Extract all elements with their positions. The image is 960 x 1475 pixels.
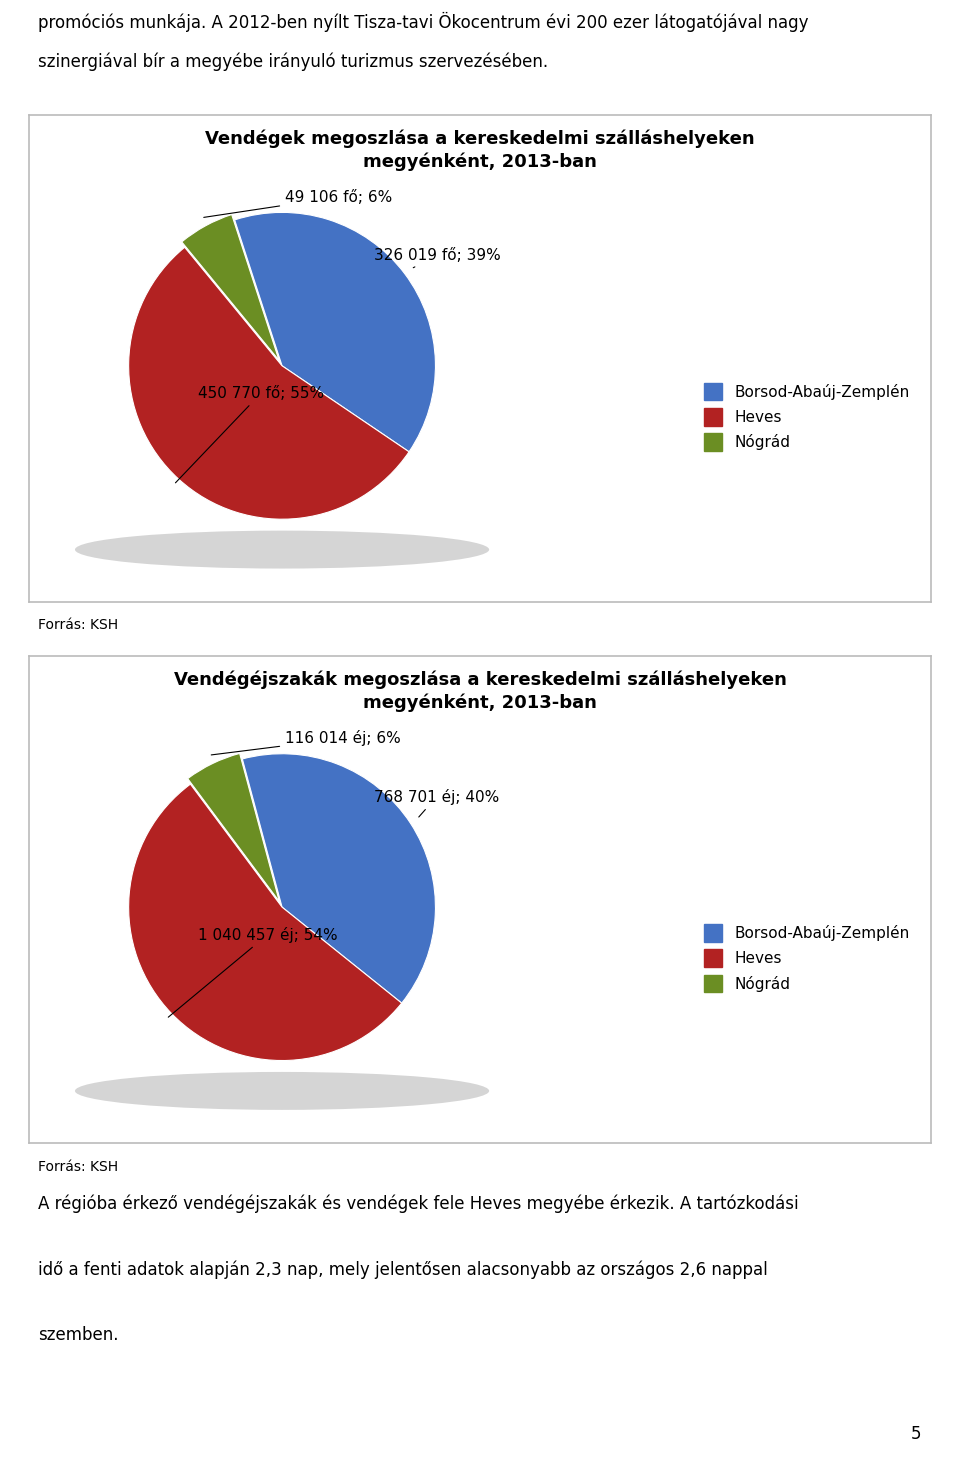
Wedge shape bbox=[181, 214, 279, 360]
Text: 1 040 457 éj; 54%: 1 040 457 éj; 54% bbox=[168, 926, 337, 1018]
Legend: Borsod-Abaúj-Zemplén, Heves, Nógrád: Borsod-Abaúj-Zemplén, Heves, Nógrád bbox=[700, 378, 915, 456]
Text: 768 701 éj; 40%: 768 701 éj; 40% bbox=[374, 789, 499, 817]
Text: 450 770 fő; 55%: 450 770 fő; 55% bbox=[176, 386, 324, 482]
Wedge shape bbox=[129, 248, 409, 519]
Text: Forrás: KSH: Forrás: KSH bbox=[38, 1159, 118, 1174]
Text: 49 106 fő; 6%: 49 106 fő; 6% bbox=[204, 190, 393, 217]
Wedge shape bbox=[188, 754, 279, 901]
Text: Forrás: KSH: Forrás: KSH bbox=[38, 618, 118, 633]
Wedge shape bbox=[242, 754, 436, 1003]
Ellipse shape bbox=[75, 1072, 490, 1109]
Text: 326 019 fő; 39%: 326 019 fő; 39% bbox=[374, 248, 501, 268]
Text: szemben.: szemben. bbox=[38, 1326, 119, 1344]
Text: Vendégek megoszlása a kereskedelmi szálláshelyeken
megyénként, 2013-ban: Vendégek megoszlása a kereskedelmi száll… bbox=[205, 130, 755, 171]
Text: idő a fenti adatok alapján 2,3 nap, mely jelentősen alacsonyabb az országos 2,6 : idő a fenti adatok alapján 2,3 nap, mely… bbox=[38, 1261, 768, 1279]
Text: szinergiával bír a megyébe irányuló turizmus szervezésében.: szinergiával bír a megyébe irányuló turi… bbox=[38, 53, 548, 71]
Legend: Borsod-Abaúj-Zemplén, Heves, Nógrád: Borsod-Abaúj-Zemplén, Heves, Nógrád bbox=[700, 919, 915, 997]
Wedge shape bbox=[234, 212, 436, 451]
Text: promóciós munkája. A 2012-ben nyílt Tisza-tavi Ökocentrum évi 200 ezer látogatój: promóciós munkája. A 2012-ben nyílt Tisz… bbox=[38, 12, 809, 32]
Text: 116 014 éj; 6%: 116 014 éj; 6% bbox=[211, 730, 401, 755]
Text: Vendégéjszakák megoszlása a kereskedelmi szálláshelyeken
megyénként, 2013-ban: Vendégéjszakák megoszlása a kereskedelmi… bbox=[174, 671, 786, 712]
Wedge shape bbox=[129, 785, 401, 1061]
Ellipse shape bbox=[75, 531, 490, 568]
Text: 5: 5 bbox=[911, 1425, 922, 1444]
Text: A régióba érkező vendégéjszakák és vendégek fele Heves megyébe érkezik. A tartóz: A régióba érkező vendégéjszakák és vendé… bbox=[38, 1195, 799, 1214]
